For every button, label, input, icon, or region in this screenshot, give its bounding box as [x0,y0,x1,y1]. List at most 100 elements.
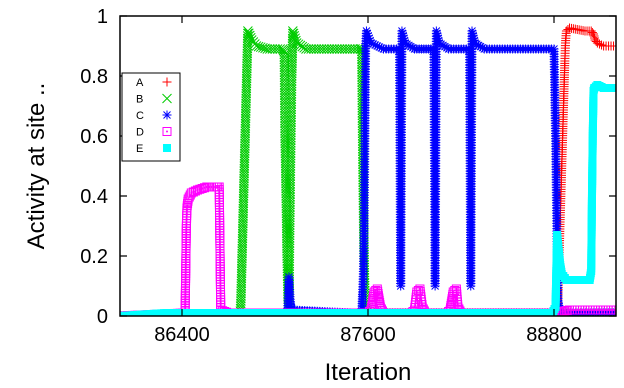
data-point-B [285,138,296,148]
data-point-B [287,58,297,69]
data-point-B [237,248,247,259]
data-point-B [236,263,247,274]
data-point-C [467,26,477,36]
data-point-B [286,73,297,84]
data-point-B [242,61,252,71]
data-point-B [242,53,253,64]
y-tick-label: 0.8 [80,66,108,88]
data-point-B [279,49,290,60]
data-point-B [241,81,252,91]
data-point-B [285,210,295,220]
data-point-B [321,44,332,54]
data-point-B [239,161,250,171]
y-tick-label: 0.4 [80,186,108,208]
data-point-B [284,258,295,269]
data-point-B [284,235,295,246]
data-point-C [432,28,442,38]
data-point-B [285,153,296,164]
data-point-B [238,188,249,199]
y-axis-title: Activity at site .. [23,83,50,250]
data-point-B [240,111,251,121]
data-point-B [239,146,250,156]
data-point-B [285,140,296,151]
data-point-B [285,150,296,161]
data-point-B [262,44,273,54]
data-point-B [286,130,296,140]
data-point-B [241,68,252,79]
data-point-C [286,299,295,309]
data-point-B [284,215,295,225]
data-point-B [237,226,248,236]
data-point-B [286,112,297,122]
data-point-B [285,202,295,212]
data-point-B [267,44,278,54]
data-point-C [370,40,380,50]
data-point-B [241,91,252,101]
data-point-B [285,207,295,218]
data-point-A [589,31,599,41]
data-point-B [286,68,297,79]
data-point-B [284,220,295,230]
data-point-B [236,271,247,281]
data-point-B [308,44,319,54]
data-point-B [285,168,296,179]
data-point-B [284,261,295,272]
data-point-B [345,44,355,54]
legend-label-A: A [136,77,144,89]
data-point-B [240,131,251,141]
data-point-B [287,43,298,54]
data-point-B [279,47,290,57]
data-point-B [238,211,248,221]
data-point-B [319,44,329,54]
data-point-B [237,233,248,244]
data-point-B [286,96,297,107]
data-point-C [376,43,386,53]
data-point-B [237,228,248,239]
data-point-B [287,51,298,61]
data-point-B [287,48,298,59]
data-point-C [286,301,296,311]
data-point-B [284,243,295,254]
data-point-B [239,163,250,174]
data-point-B [286,76,297,86]
data-point-B [240,123,251,134]
data-point-B [236,286,247,296]
data-point-B [332,44,342,54]
data-point-B [284,228,295,238]
data-point-B [236,281,247,291]
data-point-C [362,28,372,38]
legend-marker-E [163,144,171,152]
data-point-B [241,78,252,89]
data-point-A [597,40,607,50]
data-point-B [241,76,252,86]
data-point-B [324,44,335,54]
data-point-B [284,225,295,236]
data-point-B [286,91,297,102]
data-point-B [236,288,246,299]
data-point-B [242,41,253,51]
data-point-B [303,44,314,54]
data-point-B [241,83,252,94]
data-point-B [235,298,246,309]
data-point-C [434,36,444,46]
data-point-B [240,116,251,126]
data-point-B [240,126,251,136]
data-point-B [284,256,295,266]
data-point-B [284,233,295,243]
data-point-B [238,186,249,196]
data-point-B [242,56,252,66]
data-point-B [286,122,296,133]
data-point-B [284,222,295,233]
data-point-B [237,256,247,266]
data-point-B [287,66,297,76]
x-tick-label: 86400 [154,324,210,346]
data-point-B [350,44,360,54]
data-point-B [241,101,251,111]
data-point-B [285,161,296,171]
data-point-B [286,84,297,94]
x-tick-label: 87600 [340,324,396,346]
data-point-B [287,63,297,74]
data-point-B [237,241,248,251]
data-point-B [286,81,297,92]
data-point-B [284,238,295,248]
